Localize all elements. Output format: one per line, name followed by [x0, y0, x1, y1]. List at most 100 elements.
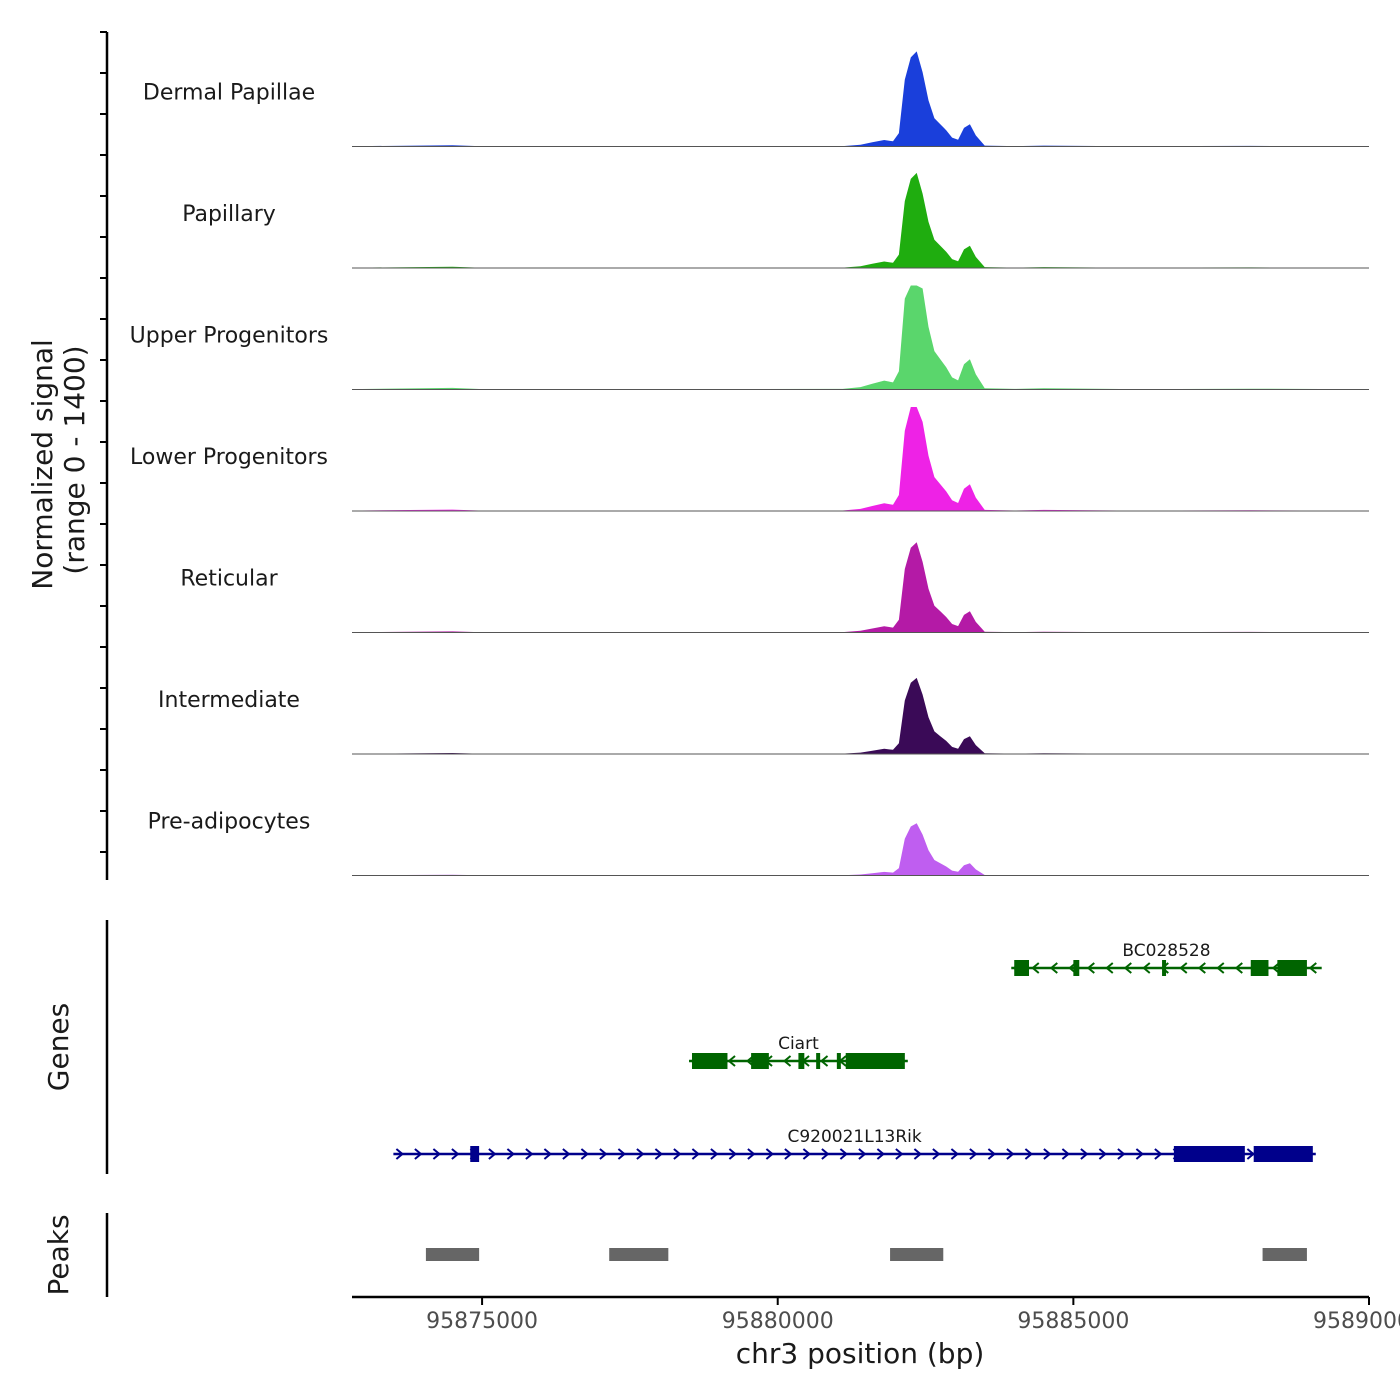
- strand-arrow: [819, 1055, 829, 1067]
- strand-arrow: [432, 1148, 441, 1160]
- strand-arrow: [728, 1148, 737, 1160]
- strand-arrow: [691, 1148, 700, 1160]
- strand-arrow: [858, 1148, 867, 1160]
- strand-arrow: [969, 1148, 978, 1160]
- gene-exon: [1014, 960, 1030, 976]
- strand-arrow: [1142, 962, 1151, 974]
- gene-label: Ciart: [778, 1034, 819, 1054]
- strand-arrow: [488, 1148, 497, 1160]
- x-tick-label: 95885000: [1017, 1309, 1129, 1334]
- signal-track: Lower Progenitors: [130, 407, 1369, 512]
- strand-arrow: [765, 1148, 774, 1160]
- strand-arrow: [802, 1148, 811, 1160]
- strand-arrow: [1246, 1148, 1255, 1160]
- peaks-panel: Peaks: [42, 1213, 1307, 1297]
- gene-exon: [751, 1053, 769, 1069]
- signal-track: Reticular: [180, 542, 1369, 633]
- strand-arrow: [1098, 1148, 1107, 1160]
- strand-arrow: [654, 1148, 663, 1160]
- strand-arrow: [543, 1148, 552, 1160]
- strand-arrow: [1308, 962, 1317, 974]
- gene-exon: [1277, 960, 1307, 976]
- signal-track: Pre-adipocytes: [148, 810, 1369, 876]
- strand-arrow: [1117, 1148, 1126, 1160]
- gene-exon: [1253, 1146, 1313, 1162]
- gene-exon: [845, 1053, 905, 1069]
- peak-region: [425, 1248, 480, 1261]
- peak-region: [890, 1248, 944, 1261]
- gene-model: C920021L13Rik: [393, 1127, 1316, 1162]
- strand-arrow: [747, 1148, 756, 1160]
- genes-panel: Genes BC028528 Ciart C920021L13Rik: [42, 920, 1322, 1174]
- strand-arrow: [525, 1148, 534, 1160]
- signal-area: [352, 407, 1369, 511]
- track-label: Upper Progenitors: [130, 324, 329, 349]
- strand-arrow: [1197, 962, 1206, 974]
- gene-exon: [1250, 960, 1269, 976]
- strand-arrow: [1086, 962, 1095, 974]
- track-label: Pre-adipocytes: [148, 810, 311, 835]
- gene-exon: [691, 1053, 728, 1069]
- strand-arrow: [562, 1148, 571, 1160]
- strand-arrow: [451, 1148, 460, 1160]
- strand-arrow: [1216, 962, 1225, 974]
- strand-arrow: [1154, 1148, 1163, 1160]
- peaks-track-label: Peaks: [42, 1214, 75, 1295]
- signal-track: Intermediate: [158, 677, 1369, 755]
- strand-arrow: [1234, 962, 1243, 974]
- signal-area: [352, 677, 1369, 754]
- genes-track-label: Genes: [42, 1003, 75, 1091]
- gene-exon: [798, 1053, 805, 1069]
- strand-arrow: [932, 1148, 941, 1160]
- signal-area: [352, 172, 1369, 268]
- track-label: Intermediate: [158, 688, 300, 713]
- peak-region: [609, 1248, 669, 1261]
- x-axis-title: chr3 position (bp): [736, 1337, 985, 1370]
- strand-arrow: [1049, 962, 1058, 974]
- signal-tracks: Dermal Papillae Papillary Upper Progenitor…: [130, 51, 1369, 876]
- signal-track: Upper Progenitors: [130, 285, 1369, 390]
- strand-arrow: [1006, 1148, 1015, 1160]
- strand-arrow: [727, 1055, 736, 1067]
- track-label: Reticular: [180, 567, 278, 592]
- signal-panel: Normalized signal (range 0 - 1400) Derma…: [26, 31, 1369, 880]
- strand-arrow: [1135, 1148, 1144, 1160]
- gene-exon: [836, 1053, 841, 1069]
- strand-arrow: [895, 1148, 904, 1160]
- x-tick-label: 95890000: [1313, 1309, 1400, 1334]
- gene-model: Ciart: [689, 1034, 908, 1069]
- strand-arrow: [673, 1148, 682, 1160]
- strand-arrow: [782, 1055, 792, 1067]
- strand-arrow: [950, 1148, 959, 1160]
- strand-arrow: [636, 1148, 645, 1160]
- x-tick-label: 95880000: [722, 1309, 834, 1334]
- gene-label: BC028528: [1122, 941, 1210, 961]
- signal-area: [352, 823, 1369, 876]
- strand-arrow: [784, 1148, 793, 1160]
- strand-arrow: [599, 1148, 608, 1160]
- x-ticks: 95875000 95880000 95885000 95890000: [426, 1297, 1400, 1334]
- signal-track: Dermal Papillae: [143, 51, 1369, 147]
- strand-arrow: [617, 1148, 626, 1160]
- strand-arrow: [506, 1148, 515, 1160]
- strand-arrow: [580, 1148, 589, 1160]
- strand-arrow: [395, 1148, 404, 1160]
- strand-arrow: [1105, 962, 1114, 974]
- signal-area: [352, 51, 1369, 147]
- strand-arrow: [839, 1148, 848, 1160]
- track-label: Papillary: [182, 202, 276, 227]
- track-label: Lower Progenitors: [130, 445, 328, 470]
- gene-exon: [1073, 960, 1080, 976]
- gene-exon: [1173, 1146, 1245, 1162]
- signal-y-axis-title: Normalized signal (range 0 - 1400): [26, 330, 91, 589]
- gene-models: BC028528 Ciart C920021L13Rik: [393, 941, 1322, 1162]
- peak-regions: [425, 1248, 1307, 1261]
- gene-exon: [816, 1053, 821, 1069]
- gene-exon: [1162, 960, 1167, 976]
- strand-arrow: [710, 1148, 719, 1160]
- peak-region: [1262, 1248, 1307, 1261]
- signal-y-axis-title-line1: Normalized signal: [26, 339, 59, 590]
- track-label: Dermal Papillae: [143, 81, 315, 106]
- strand-arrow: [1031, 962, 1040, 974]
